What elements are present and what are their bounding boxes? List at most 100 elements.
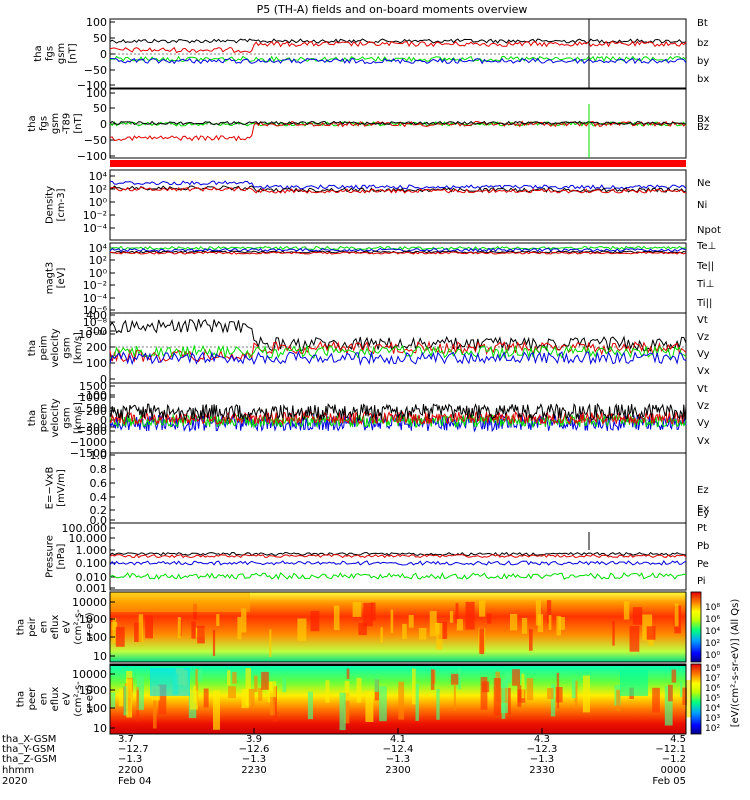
y-axis-label: tha bbox=[33, 45, 44, 61]
x-tick-label: 4.3 bbox=[534, 734, 550, 745]
spectrogram-streak bbox=[451, 673, 459, 685]
spectrogram-streak bbox=[418, 628, 427, 640]
y-axis-label: fgs bbox=[39, 116, 50, 131]
y-tick-label: 10² bbox=[89, 183, 107, 196]
series-Te-perp bbox=[109, 251, 687, 255]
spectrogram-streak bbox=[197, 625, 205, 644]
spectrogram-streak bbox=[153, 688, 157, 729]
y-tick-label: 1000 bbox=[79, 391, 107, 404]
spectrogram-streak bbox=[556, 615, 561, 636]
legend-Vy: Vy bbox=[697, 349, 710, 360]
x-tick-label: 2330 bbox=[529, 765, 554, 776]
series-Ti-perp bbox=[109, 247, 687, 253]
x-row-label: tha_Z-GSM bbox=[2, 754, 57, 765]
spectrogram-streak bbox=[254, 675, 258, 692]
y-tick-label: 10² bbox=[89, 254, 107, 267]
y-axis-label: gsm bbox=[56, 43, 67, 64]
spectrogram-streak bbox=[325, 680, 330, 703]
y-tick-label: 0.6 bbox=[90, 477, 108, 490]
spectrogram-streak bbox=[555, 687, 563, 703]
spectrogram-streak bbox=[333, 605, 340, 631]
series-Vx bbox=[109, 350, 687, 366]
colorbars: 10⁸10⁶10⁴10²10⁰10⁸10⁷10⁶10⁵10⁴10³10²[eV/… bbox=[690, 591, 741, 735]
spectrogram-streak bbox=[402, 623, 407, 640]
colorbar-tick: 10⁴ bbox=[705, 627, 720, 637]
red-status-bar bbox=[110, 160, 686, 167]
series-Vt bbox=[109, 402, 687, 422]
y-axis-label: gsm bbox=[50, 113, 61, 134]
x-row-label: 2020 bbox=[2, 776, 27, 787]
y-tick-label: 0.8 bbox=[90, 463, 108, 476]
y-tick-label: 0 bbox=[100, 48, 107, 61]
y-axis-label: [eV] bbox=[56, 268, 67, 289]
legend-Vt: Vt bbox=[697, 384, 708, 395]
panel-frame bbox=[109, 452, 687, 524]
y-tick-label: 10⁻⁴ bbox=[83, 292, 108, 305]
y-tick-label: 10⁻¹⁰ bbox=[78, 328, 107, 341]
y-tick-label: −300 bbox=[77, 421, 107, 434]
series-Pe bbox=[109, 572, 687, 581]
spectrogram-streak bbox=[493, 678, 501, 716]
y-tick-label: −100 bbox=[77, 150, 107, 163]
spectrogram-streak bbox=[449, 611, 454, 623]
spectrogram-streak bbox=[344, 680, 350, 701]
spectrogram-streak bbox=[270, 692, 275, 716]
spectrogram-streak bbox=[436, 688, 440, 720]
spectrogram-streak bbox=[216, 614, 220, 626]
spectrogram-streak bbox=[248, 688, 255, 708]
spectrogram-streak bbox=[339, 692, 346, 731]
y-tick-label: 0.100 bbox=[76, 557, 108, 570]
x-tick-label: −12.1 bbox=[655, 744, 686, 755]
spectrogram-streak bbox=[241, 608, 247, 633]
y-tick-label: −50 bbox=[84, 64, 107, 77]
spectrogram-streak bbox=[646, 626, 656, 640]
legend-Bz: Bz bbox=[697, 122, 709, 133]
spectrogram-streak bbox=[118, 688, 124, 707]
spectrogram-streak bbox=[261, 671, 269, 690]
legend-Ti||: Ti|| bbox=[696, 298, 712, 309]
y-tick-label: −100 bbox=[77, 389, 107, 402]
spectrogram-streak bbox=[344, 692, 350, 724]
x-axis: tha_X-GSMtha_Y-GSMtha_Z-GSMhhmm20203.7−1… bbox=[2, 728, 687, 787]
x-tick-label: −12.6 bbox=[239, 744, 270, 755]
panel-peer_eflux: 10000 1000 100 10 tha peer en eflux eV (cm²-s-sr-… bbox=[16, 663, 692, 735]
legend-bz: bz bbox=[697, 38, 709, 49]
y-tick-label: 10⁻⁴ bbox=[83, 222, 108, 235]
series-Bt bbox=[109, 38, 687, 44]
y-tick-label: 10 bbox=[93, 722, 107, 735]
colorbar-tick: 10⁰ bbox=[705, 651, 720, 661]
y-axis-label: en bbox=[39, 693, 50, 706]
x-tick-label: 2230 bbox=[241, 765, 266, 776]
spectrogram-streak bbox=[197, 669, 203, 682]
legend-Ey: Ey bbox=[697, 508, 709, 519]
series-Ni bbox=[109, 185, 687, 193]
spectrogram-patch bbox=[620, 670, 648, 696]
legend-Ez: Ez bbox=[697, 485, 709, 496]
spectrogram-streak bbox=[550, 684, 556, 717]
spectrogram-streak bbox=[668, 684, 673, 702]
legend-Pi: Pi bbox=[697, 576, 706, 587]
y-tick-label: 0.010 bbox=[76, 571, 108, 584]
series-Pt bbox=[109, 551, 687, 557]
spectrogram-streak bbox=[310, 611, 320, 632]
y-tick-label: 10⁰ bbox=[89, 267, 108, 280]
spectrogram-streak bbox=[456, 619, 463, 631]
spectrogram-streak bbox=[398, 681, 405, 720]
spectrogram-streak bbox=[571, 678, 576, 699]
x-tick-label: 4.5 bbox=[670, 734, 686, 745]
y-tick-label: −1500 bbox=[70, 447, 107, 460]
spectrogram-streak bbox=[232, 672, 237, 684]
panel-fgs_gsm: 100 50 0 −50 −100 tha fgs gsm [nT] Bt bz by bx bbox=[33, 16, 710, 92]
y-axis-label: (cm²-s- bbox=[73, 609, 84, 645]
y-axis-label: (cm²-s- bbox=[73, 681, 84, 717]
series-Vy bbox=[109, 344, 687, 360]
spectrogram-streak bbox=[652, 687, 660, 713]
x-tick-label: 4.1 bbox=[390, 734, 406, 745]
y-axis-label: sr-eV) bbox=[85, 684, 96, 713]
series-bx bbox=[109, 57, 687, 65]
x-tick-label: Feb 04 bbox=[118, 776, 152, 787]
spectrogram-streak bbox=[307, 691, 313, 720]
series-Pb bbox=[109, 553, 687, 559]
